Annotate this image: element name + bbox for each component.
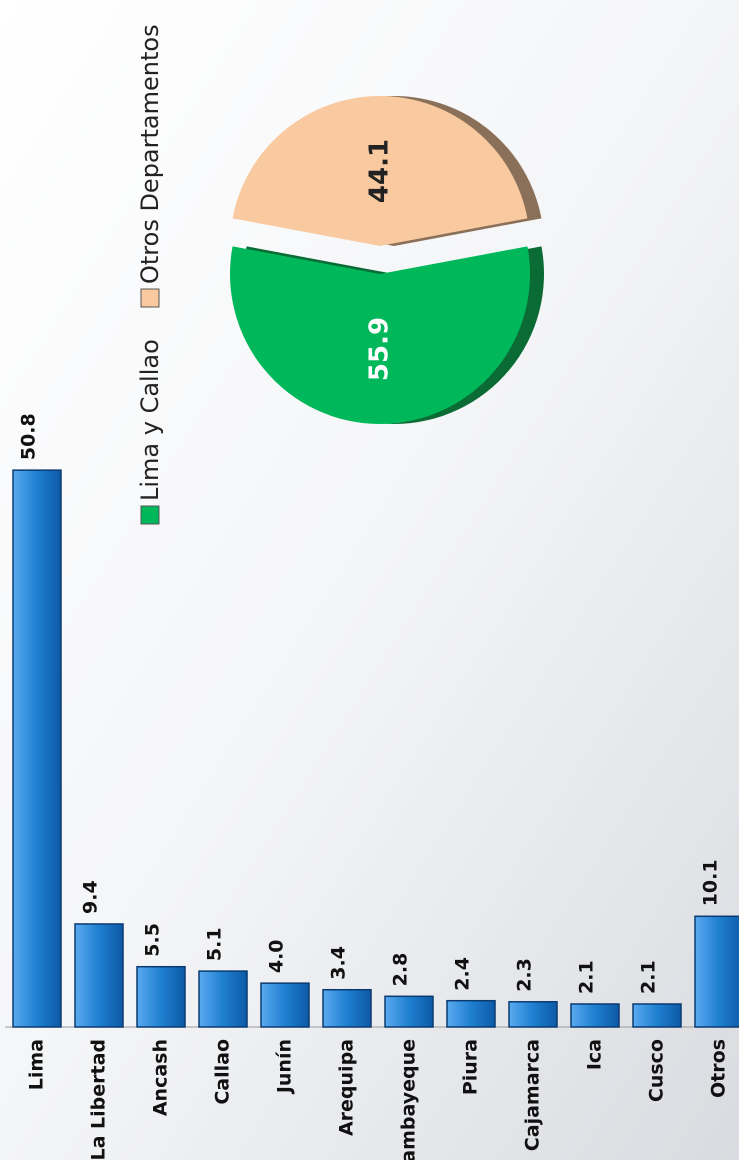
bar	[694, 915, 739, 1028]
value-label: 2.8	[390, 953, 412, 987]
value-label: 3.4	[328, 946, 350, 980]
pie-label: 55.9	[365, 317, 395, 381]
category-label: Otros	[708, 1039, 730, 1098]
bar	[74, 923, 124, 1028]
category-label: Lima	[26, 1039, 48, 1090]
bar	[384, 995, 434, 1028]
legend-label: Otros Departamentos	[136, 24, 164, 284]
value-label: 2.1	[576, 960, 598, 994]
legend-swatch	[140, 288, 160, 308]
category-label: Callao	[212, 1039, 234, 1105]
category-label: Ancash	[150, 1039, 172, 1116]
legend-label: Lima y Callao	[136, 339, 164, 501]
value-label: 2.4	[452, 957, 474, 991]
category-label: Piura	[460, 1039, 482, 1095]
category-label: La Libertad	[88, 1039, 110, 1160]
category-label: Arequipa	[336, 1039, 358, 1136]
category-label: Ica	[584, 1039, 606, 1070]
value-label: 4.0	[266, 939, 288, 973]
bar	[12, 469, 62, 1028]
pie-slice	[230, 246, 530, 424]
pie-label: 44.1	[365, 139, 395, 203]
value-label: 10.1	[700, 859, 722, 906]
bar	[136, 965, 186, 1028]
category-label: Junín	[274, 1039, 296, 1095]
bar	[446, 999, 496, 1028]
value-label: 2.1	[638, 960, 660, 994]
bar	[198, 970, 248, 1028]
bar	[322, 988, 372, 1028]
rotated-frame: 50.8 Lima 9.4 La Libertad 5.5 Ancash 5.1 Callao…	[5, 24, 739, 1160]
bar	[632, 1003, 682, 1028]
category-label: Cusco	[646, 1039, 668, 1102]
category-label: Lambayeque	[398, 1039, 420, 1160]
value-label: 5.5	[142, 923, 164, 957]
category-label: Cajamarca	[522, 1039, 544, 1151]
value-label: 9.4	[80, 880, 102, 914]
pie-slice	[232, 96, 528, 246]
bar	[570, 1003, 620, 1028]
value-label: 50.8	[18, 413, 40, 460]
legend-swatch	[140, 505, 160, 525]
value-label: 2.3	[514, 958, 536, 992]
value-label: 5.1	[204, 927, 226, 961]
bar	[508, 1001, 558, 1028]
bar	[260, 982, 310, 1028]
